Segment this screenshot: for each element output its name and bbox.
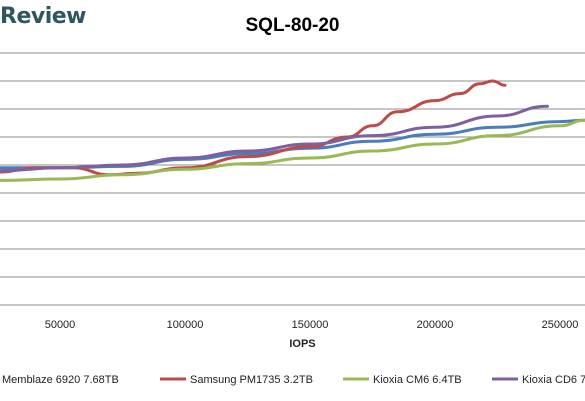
series-line-3 [0, 118, 585, 182]
series-line-4 [0, 104, 549, 173]
x-tick-label: 50000 [45, 319, 76, 331]
gridlines [0, 52, 585, 278]
legend-label-2: Samsung PM1735 3.2TB [190, 374, 313, 386]
legend-label-3: Kioxia CM6 6.4TB [373, 374, 462, 386]
legend-label-4: Kioxia CD6 7.68TB [522, 374, 585, 386]
review-wordmark: Review [0, 4, 87, 29]
x-tick-labels: 50000 100000 150000 200000 250000 [45, 319, 579, 331]
x-tick-label: 200000 [417, 319, 454, 331]
series-lines [0, 79, 585, 182]
x-tick-label: 100000 [167, 319, 204, 331]
legend: Memblaze 6920 7.68TB Samsung PM1735 3.2TB… [2, 374, 585, 386]
chart-title: SQL-80-20 [245, 15, 340, 36]
x-axis-label: IOPS [289, 338, 315, 350]
x-tick-label: 150000 [292, 319, 329, 331]
x-tick-label: 250000 [542, 319, 579, 331]
legend-label-1: Memblaze 6920 7.68TB [2, 374, 119, 386]
